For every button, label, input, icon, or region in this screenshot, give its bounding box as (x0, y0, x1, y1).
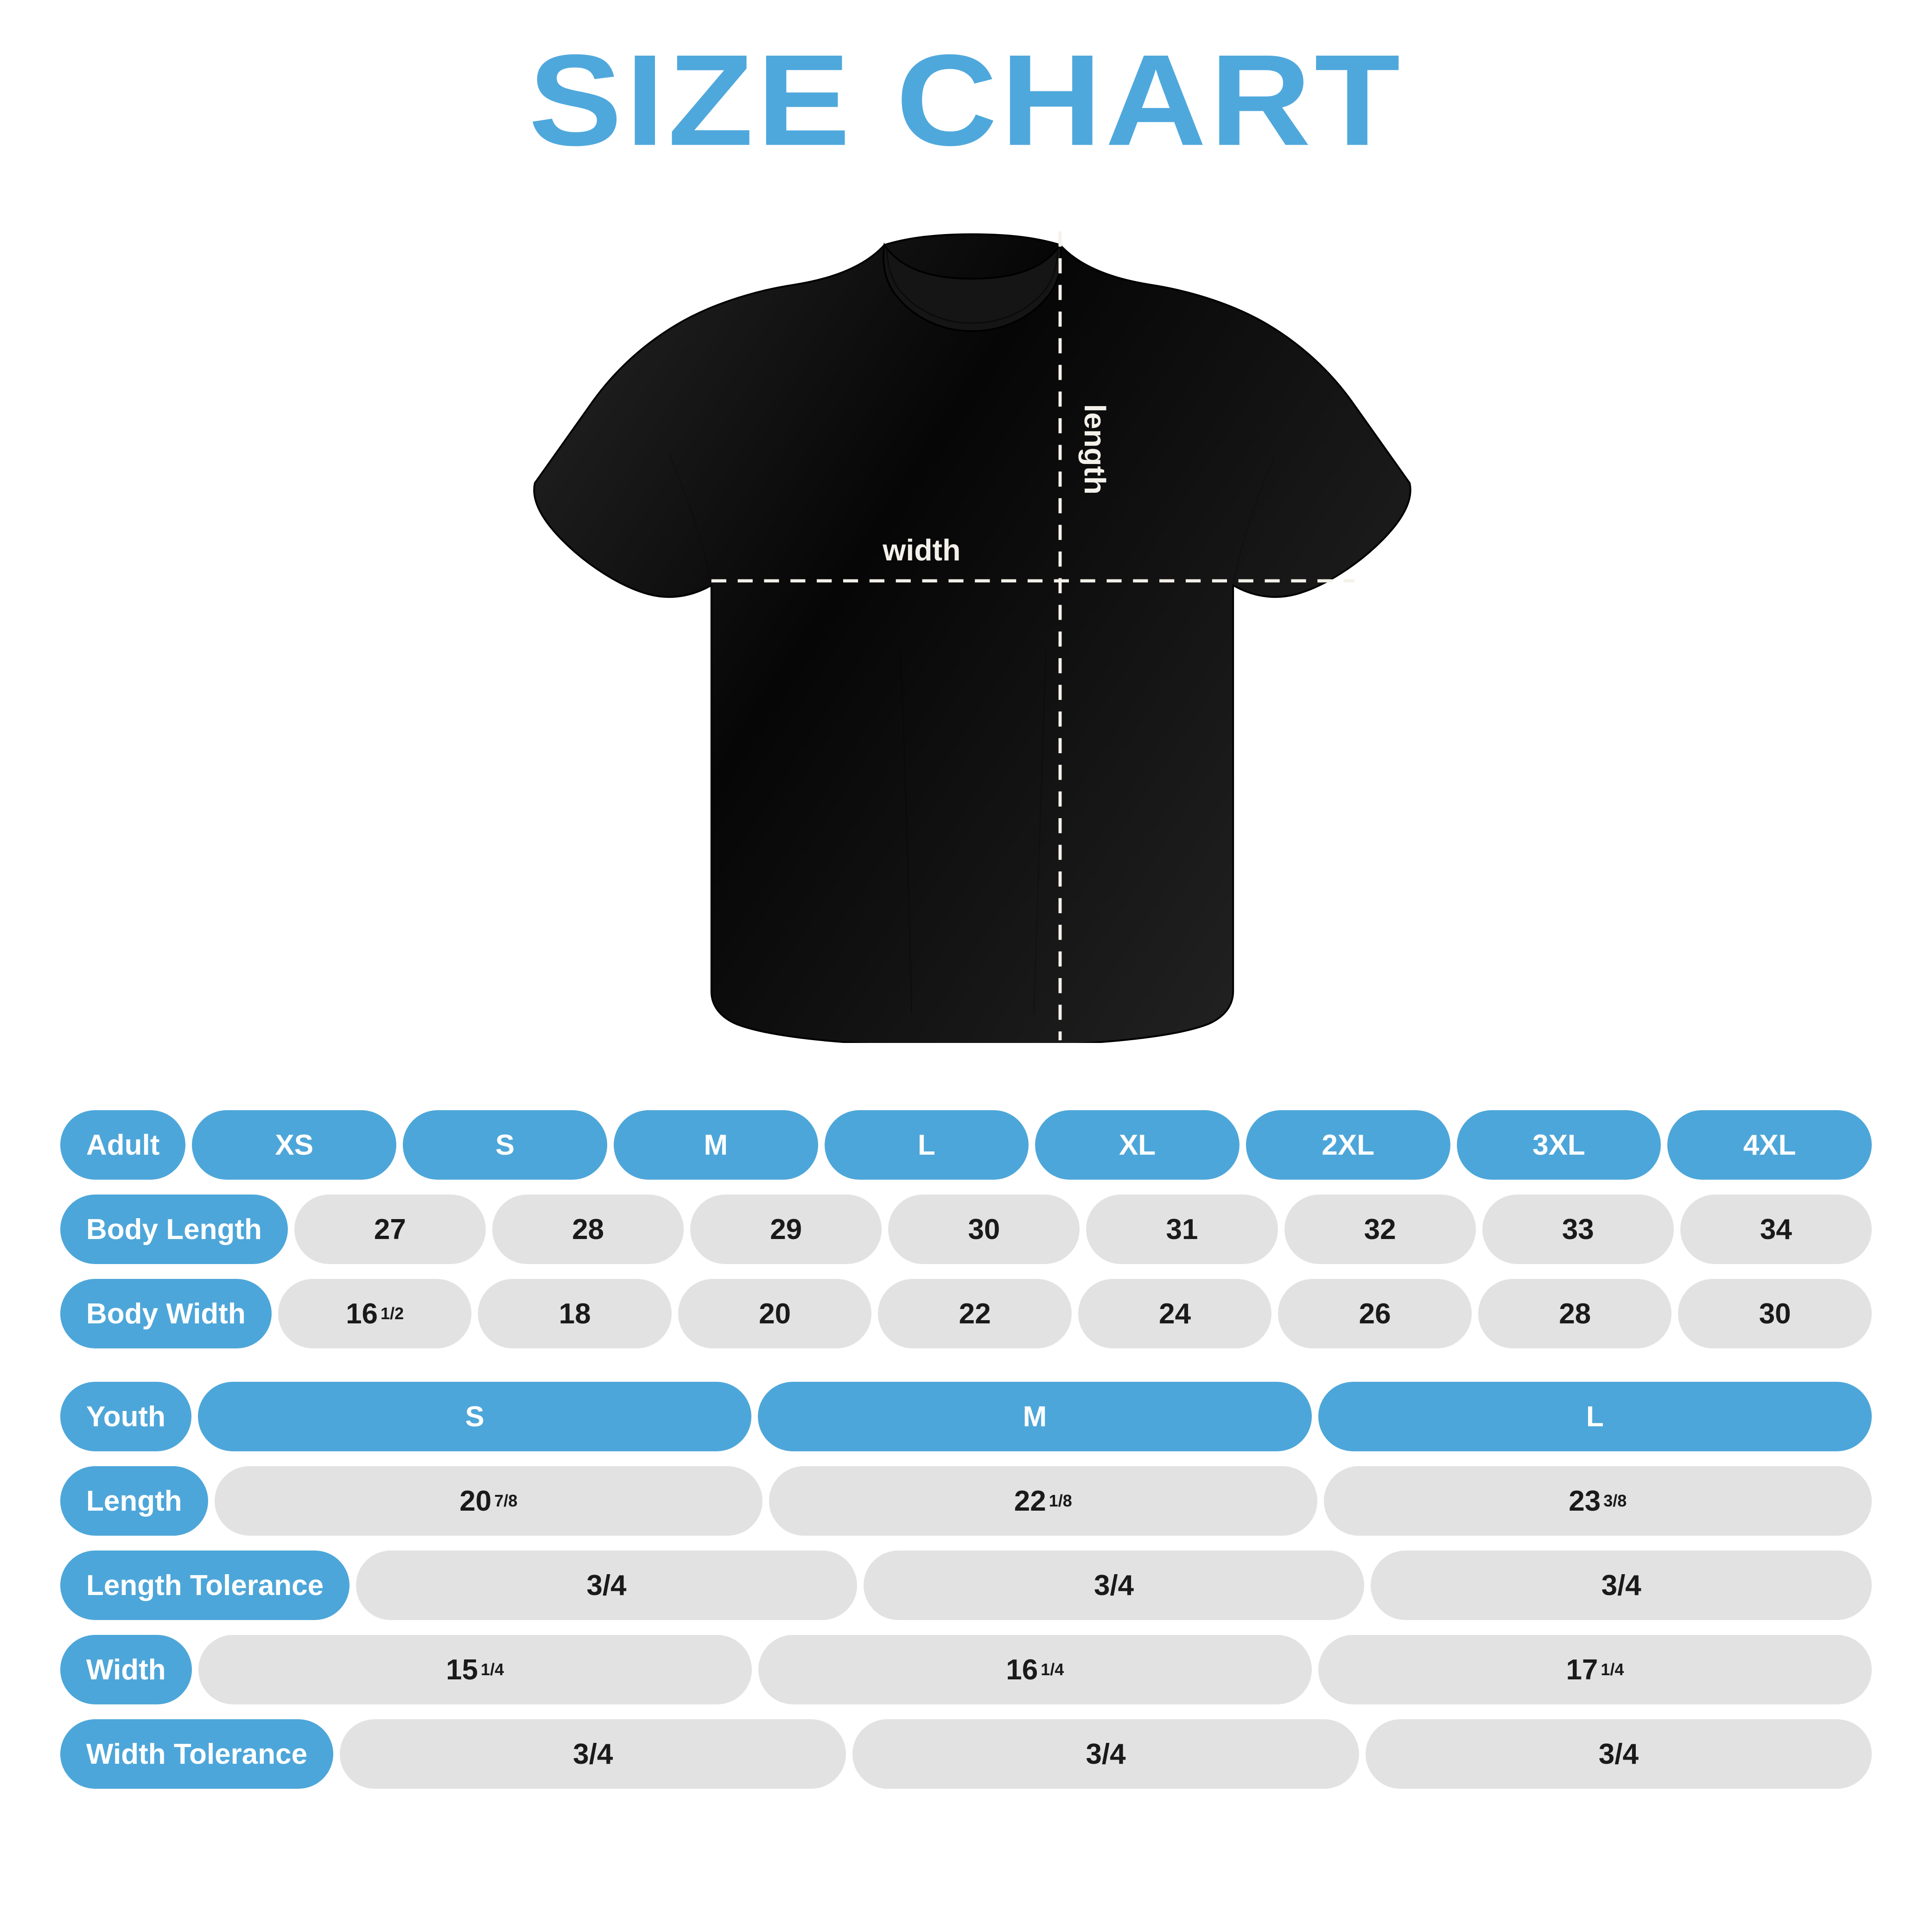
svg-text:length: length (1078, 404, 1112, 495)
svg-text:width: width (882, 533, 960, 567)
